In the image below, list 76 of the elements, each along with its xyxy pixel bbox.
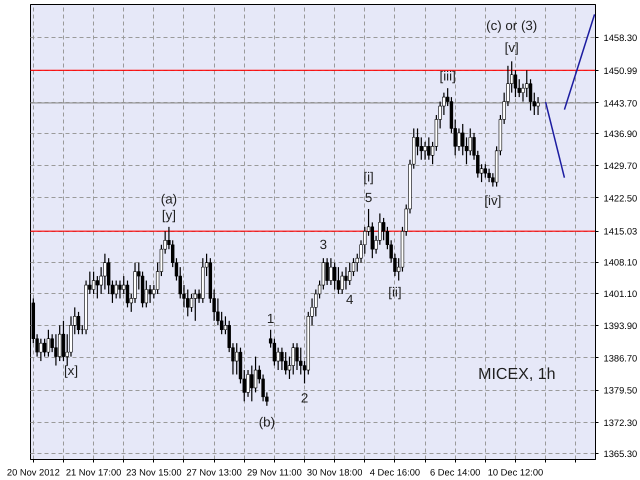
y-tick-label: 1386.70 (604, 353, 638, 364)
candlestick (58, 324, 62, 362)
annotation: [v] (504, 40, 519, 55)
y-tick-label: 1436.90 (604, 128, 638, 139)
y-tick-label: 1372.30 (604, 418, 638, 428)
annotation: 2 (300, 390, 308, 406)
annotation: 4 (346, 292, 354, 308)
ref-line-label: 1443.70 (604, 98, 638, 108)
annotation: (c) or (3) (486, 18, 538, 33)
candlestick (525, 70, 528, 98)
candlestick (76, 311, 80, 335)
annotation: [y] (162, 207, 176, 222)
annotation: [i] (363, 169, 374, 184)
annotation: [iii] (440, 68, 456, 84)
candlestick (427, 136, 431, 160)
candlestick (484, 164, 488, 178)
annotation: (a) (160, 191, 178, 206)
annotation: (b) (258, 414, 276, 430)
x-tick-label: 10 Dec 12:00 (488, 468, 544, 478)
x-tick-label: 6 Dec 14:00 (430, 468, 480, 478)
candlestick (280, 347, 284, 371)
candlestick (487, 168, 491, 183)
candlestick (54, 334, 58, 366)
y-tick-label: 1379.50 (604, 386, 638, 396)
candlestick (344, 266, 348, 290)
x-tick-label: 21 Nov 17:00 (66, 468, 122, 478)
annotation: 1 (266, 310, 274, 326)
annotation: [ii] (388, 284, 402, 300)
annotation: [x] (64, 363, 78, 378)
candlestick (423, 141, 427, 160)
candlestick (148, 284, 152, 304)
candlestick (42, 338, 46, 358)
y-tick-label: 1458.30 (604, 33, 638, 44)
ref-line-label: 1450.99 (604, 66, 638, 76)
candlestick (118, 280, 122, 300)
candlestick (39, 338, 43, 362)
candlestick (246, 369, 250, 398)
candlestick (536, 96, 540, 116)
candlestick (46, 329, 50, 358)
candlestick (284, 352, 288, 376)
candlestick (329, 258, 333, 286)
annotation: [iv] (484, 193, 502, 208)
candlestick (114, 280, 118, 300)
candlestick (340, 270, 344, 295)
candlestick (348, 262, 352, 286)
candlestick (292, 342, 295, 376)
y-tick-label: 1422.50 (604, 193, 638, 204)
y-tick-label: 1408.10 (604, 258, 638, 268)
candlestick (96, 275, 100, 300)
x-tick-label: 27 Nov 13:00 (186, 468, 242, 478)
candlestick (144, 280, 148, 308)
y-tick-label: 1393.90 (604, 321, 638, 332)
candlestick (276, 347, 280, 371)
candlestick (186, 288, 190, 317)
x-tick-label: 29 Nov 11:00 (246, 468, 302, 478)
candlestick (457, 128, 461, 152)
candlestick (194, 288, 198, 322)
candlestick (332, 262, 336, 290)
y-tick-label: 1401.10 (604, 289, 638, 300)
candlestick (92, 270, 96, 295)
y-tick-label: 1365.30 (604, 449, 638, 460)
x-tick-label: 30 Nov 18:00 (306, 468, 362, 478)
annotation: MICEX, 1h (478, 366, 556, 383)
candlestick (62, 320, 66, 362)
x-tick-label: 23 Nov 15:00 (126, 468, 182, 478)
candlestick (336, 266, 340, 295)
candlestick (325, 258, 329, 286)
candlestick (103, 253, 107, 290)
candlestick (250, 364, 254, 402)
annotation: 3 (320, 237, 328, 252)
annotation: 5 (364, 190, 372, 205)
x-tick-label: 4 Dec 16:00 (370, 468, 420, 478)
ref-line-label: 1415.03 (604, 226, 638, 237)
x-tick-label: 20 Nov 2012 (6, 468, 60, 478)
candlestick (235, 342, 238, 376)
y-tick-label: 1429.70 (604, 161, 638, 172)
